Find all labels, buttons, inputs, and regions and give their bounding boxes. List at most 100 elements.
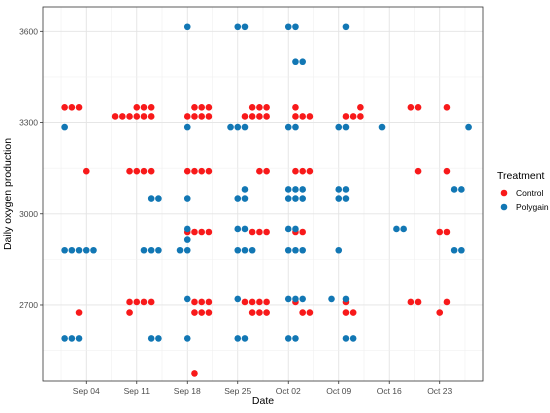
data-point-polygain [183,295,191,303]
data-point-control [191,167,198,175]
data-point-polygain [183,236,191,243]
data-point-polygain [155,335,162,342]
data-point-polygain [241,123,249,131]
data-point-control [443,298,451,306]
data-point-control [191,309,198,316]
data-point-control [256,228,263,236]
data-point-polygain [292,195,299,202]
data-point-control [248,298,256,306]
data-point-polygain [155,246,162,254]
data-point-control [292,113,299,120]
data-point-polygain [292,225,299,233]
data-point-polygain [90,246,97,254]
data-point-control [198,298,205,306]
data-point-control [198,113,205,120]
data-point-control [436,309,444,316]
data-point-polygain [342,335,350,342]
x-tick-label: Sep 18 [174,386,201,396]
data-point-polygain [299,58,306,66]
data-point-polygain [61,246,68,254]
data-point-control [191,113,198,120]
data-point-polygain [450,246,458,254]
data-point-polygain [292,295,299,303]
data-point-polygain [292,335,299,342]
data-point-control [263,167,270,175]
data-point-control [436,228,444,236]
data-point-polygain [183,335,191,342]
data-point-polygain [342,23,350,31]
data-point-polygain [284,186,292,193]
data-point-control [133,298,141,306]
data-point-polygain [183,246,191,254]
x-tick-label: Oct 02 [276,386,301,396]
data-point-control [299,167,306,175]
data-point-polygain [155,195,162,202]
data-point-control [256,104,263,111]
data-point-control [119,113,126,120]
data-point-polygain [342,295,350,303]
legend-label-control: Control [516,188,544,198]
data-point-polygain [342,186,350,193]
data-point-control [263,298,270,306]
data-point-control [191,228,198,236]
data-point-polygain [248,246,256,254]
data-point-control [241,298,249,306]
data-point-control [443,167,451,175]
data-point-control [263,309,270,316]
x-tick-label: Sep 04 [73,386,100,396]
data-point-polygain [292,23,299,31]
data-point-control [198,309,205,316]
x-axis-label: Date [252,395,274,407]
data-point-polygain [378,123,386,131]
plot-panel-border [42,6,484,382]
data-point-control [147,167,155,175]
data-point-polygain [335,186,343,193]
data-point-control [147,104,155,111]
data-point-control [357,104,364,111]
data-point-polygain [335,195,343,202]
data-point-control [299,228,306,236]
data-point-polygain [450,186,458,193]
data-point-control [263,228,270,236]
data-point-polygain [284,246,292,254]
y-axis-label: Daily oxygen production [2,138,14,250]
data-point-control [205,104,213,111]
data-point-control [205,298,213,306]
data-point-polygain [465,123,472,131]
data-point-control [292,167,299,175]
data-point-polygain [292,58,299,66]
data-point-polygain [241,186,249,193]
data-point-control [75,104,83,111]
data-point-polygain [342,123,350,131]
data-point-polygain [234,295,242,303]
grid [43,7,483,381]
data-point-control [198,228,205,236]
data-point-polygain [393,225,400,233]
data-point-control [126,167,133,175]
data-point-polygain [234,23,242,31]
data-point-control [414,104,422,111]
data-point-control [205,309,213,316]
data-point-control [241,113,249,120]
data-point-control [205,167,213,175]
data-point-control [191,298,198,306]
data-point-polygain [349,335,357,342]
data-point-polygain [241,246,249,254]
data-point-polygain [284,295,292,303]
data-point-control [263,104,270,111]
data-point-polygain [234,123,242,131]
data-point-polygain [183,23,191,31]
legend-key-control [500,189,508,197]
data-point-polygain [292,246,299,254]
data-point-polygain [292,186,299,193]
data-point-control [140,298,148,306]
data-point-polygain [75,335,83,342]
data-point-control [407,298,415,306]
data-point-control [292,104,299,111]
legend-label-polygain: Polygain [516,202,549,212]
y-tick-label: 2700 [19,300,38,310]
data-point-control [140,167,148,175]
data-points [61,23,472,377]
